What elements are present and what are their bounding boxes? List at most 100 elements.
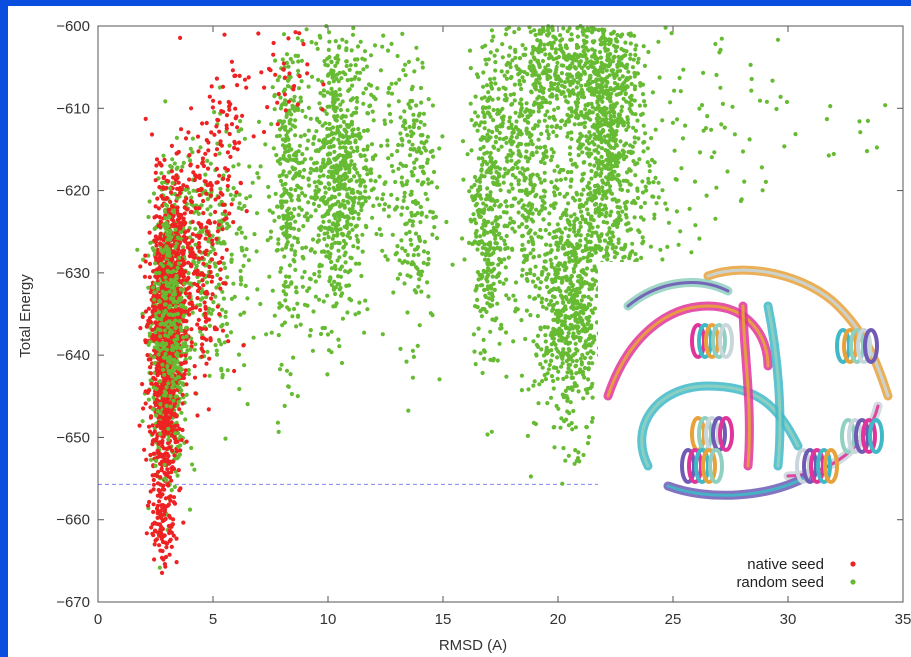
data-point bbox=[697, 107, 701, 111]
data-point bbox=[497, 172, 501, 176]
data-point bbox=[503, 200, 507, 204]
data-point bbox=[336, 274, 340, 278]
data-point bbox=[319, 167, 323, 171]
data-point bbox=[480, 173, 484, 177]
data-point bbox=[477, 240, 481, 244]
data-point bbox=[244, 284, 248, 288]
data-point bbox=[563, 268, 567, 272]
data-point bbox=[514, 125, 518, 129]
data-point bbox=[546, 136, 550, 140]
data-point bbox=[361, 102, 365, 106]
data-point bbox=[607, 143, 611, 147]
data-point bbox=[534, 284, 538, 288]
data-point bbox=[475, 247, 479, 251]
data-point bbox=[191, 189, 195, 193]
data-point bbox=[490, 430, 494, 434]
data-point bbox=[479, 351, 483, 355]
data-point bbox=[350, 113, 354, 117]
data-point bbox=[293, 133, 297, 137]
data-point bbox=[283, 298, 287, 302]
data-point bbox=[396, 277, 400, 281]
data-point bbox=[192, 468, 196, 472]
data-point bbox=[725, 169, 729, 173]
data-point bbox=[301, 175, 305, 179]
data-point bbox=[526, 120, 530, 124]
data-point bbox=[597, 28, 601, 32]
data-point bbox=[326, 153, 330, 157]
data-point bbox=[281, 183, 285, 187]
data-point bbox=[693, 223, 697, 227]
data-point bbox=[547, 68, 551, 72]
data-point bbox=[247, 258, 251, 262]
data-point bbox=[494, 140, 498, 144]
data-point bbox=[548, 363, 552, 367]
data-point bbox=[409, 211, 413, 215]
data-point bbox=[381, 332, 385, 336]
data-point bbox=[574, 111, 578, 115]
data-point bbox=[255, 211, 259, 215]
data-point bbox=[529, 474, 533, 478]
data-point bbox=[557, 55, 561, 59]
data-point bbox=[431, 155, 435, 159]
data-point bbox=[481, 201, 485, 205]
data-point bbox=[327, 30, 331, 34]
data-point bbox=[567, 260, 571, 264]
data-point bbox=[319, 332, 323, 336]
data-point bbox=[532, 103, 536, 107]
data-point bbox=[231, 282, 235, 286]
data-point bbox=[343, 72, 347, 76]
data-point bbox=[615, 33, 619, 37]
data-point bbox=[307, 183, 311, 187]
data-point bbox=[588, 74, 592, 78]
data-point bbox=[343, 146, 347, 150]
data-point bbox=[683, 124, 687, 128]
data-point bbox=[519, 318, 523, 322]
data-point bbox=[603, 135, 607, 139]
data-point bbox=[619, 109, 623, 113]
data-point bbox=[520, 388, 524, 392]
data-point bbox=[563, 95, 567, 99]
data-point bbox=[303, 157, 307, 161]
data-point bbox=[586, 185, 590, 189]
data-point bbox=[147, 398, 151, 402]
data-point bbox=[345, 221, 349, 225]
data-point bbox=[504, 32, 508, 36]
data-point bbox=[363, 49, 367, 53]
data-point bbox=[248, 194, 252, 198]
data-point bbox=[552, 445, 556, 449]
data-point bbox=[554, 242, 558, 246]
data-point bbox=[395, 244, 399, 248]
data-point bbox=[287, 207, 291, 211]
data-point bbox=[646, 50, 650, 54]
data-point bbox=[577, 389, 581, 393]
data-point bbox=[419, 120, 423, 124]
data-point bbox=[709, 128, 713, 132]
data-point bbox=[550, 125, 554, 129]
data-point bbox=[589, 356, 593, 360]
data-point bbox=[420, 133, 424, 137]
data-point bbox=[238, 119, 242, 123]
data-point bbox=[652, 216, 656, 220]
data-point bbox=[610, 152, 614, 156]
data-point bbox=[509, 65, 513, 69]
data-point bbox=[591, 311, 595, 315]
data-point bbox=[501, 118, 505, 122]
data-point bbox=[304, 245, 308, 249]
data-point bbox=[548, 243, 552, 247]
data-point bbox=[282, 32, 286, 36]
data-point bbox=[785, 100, 789, 104]
data-point bbox=[422, 249, 426, 253]
data-point bbox=[548, 75, 552, 79]
data-point bbox=[625, 200, 629, 204]
data-point bbox=[416, 211, 420, 215]
data-point bbox=[521, 268, 525, 272]
data-point bbox=[495, 48, 499, 52]
data-point bbox=[525, 114, 529, 118]
data-point bbox=[485, 151, 489, 155]
data-point bbox=[550, 26, 554, 30]
data-point bbox=[594, 209, 598, 213]
data-point bbox=[568, 38, 572, 42]
data-point bbox=[451, 263, 455, 267]
data-point bbox=[337, 46, 341, 50]
